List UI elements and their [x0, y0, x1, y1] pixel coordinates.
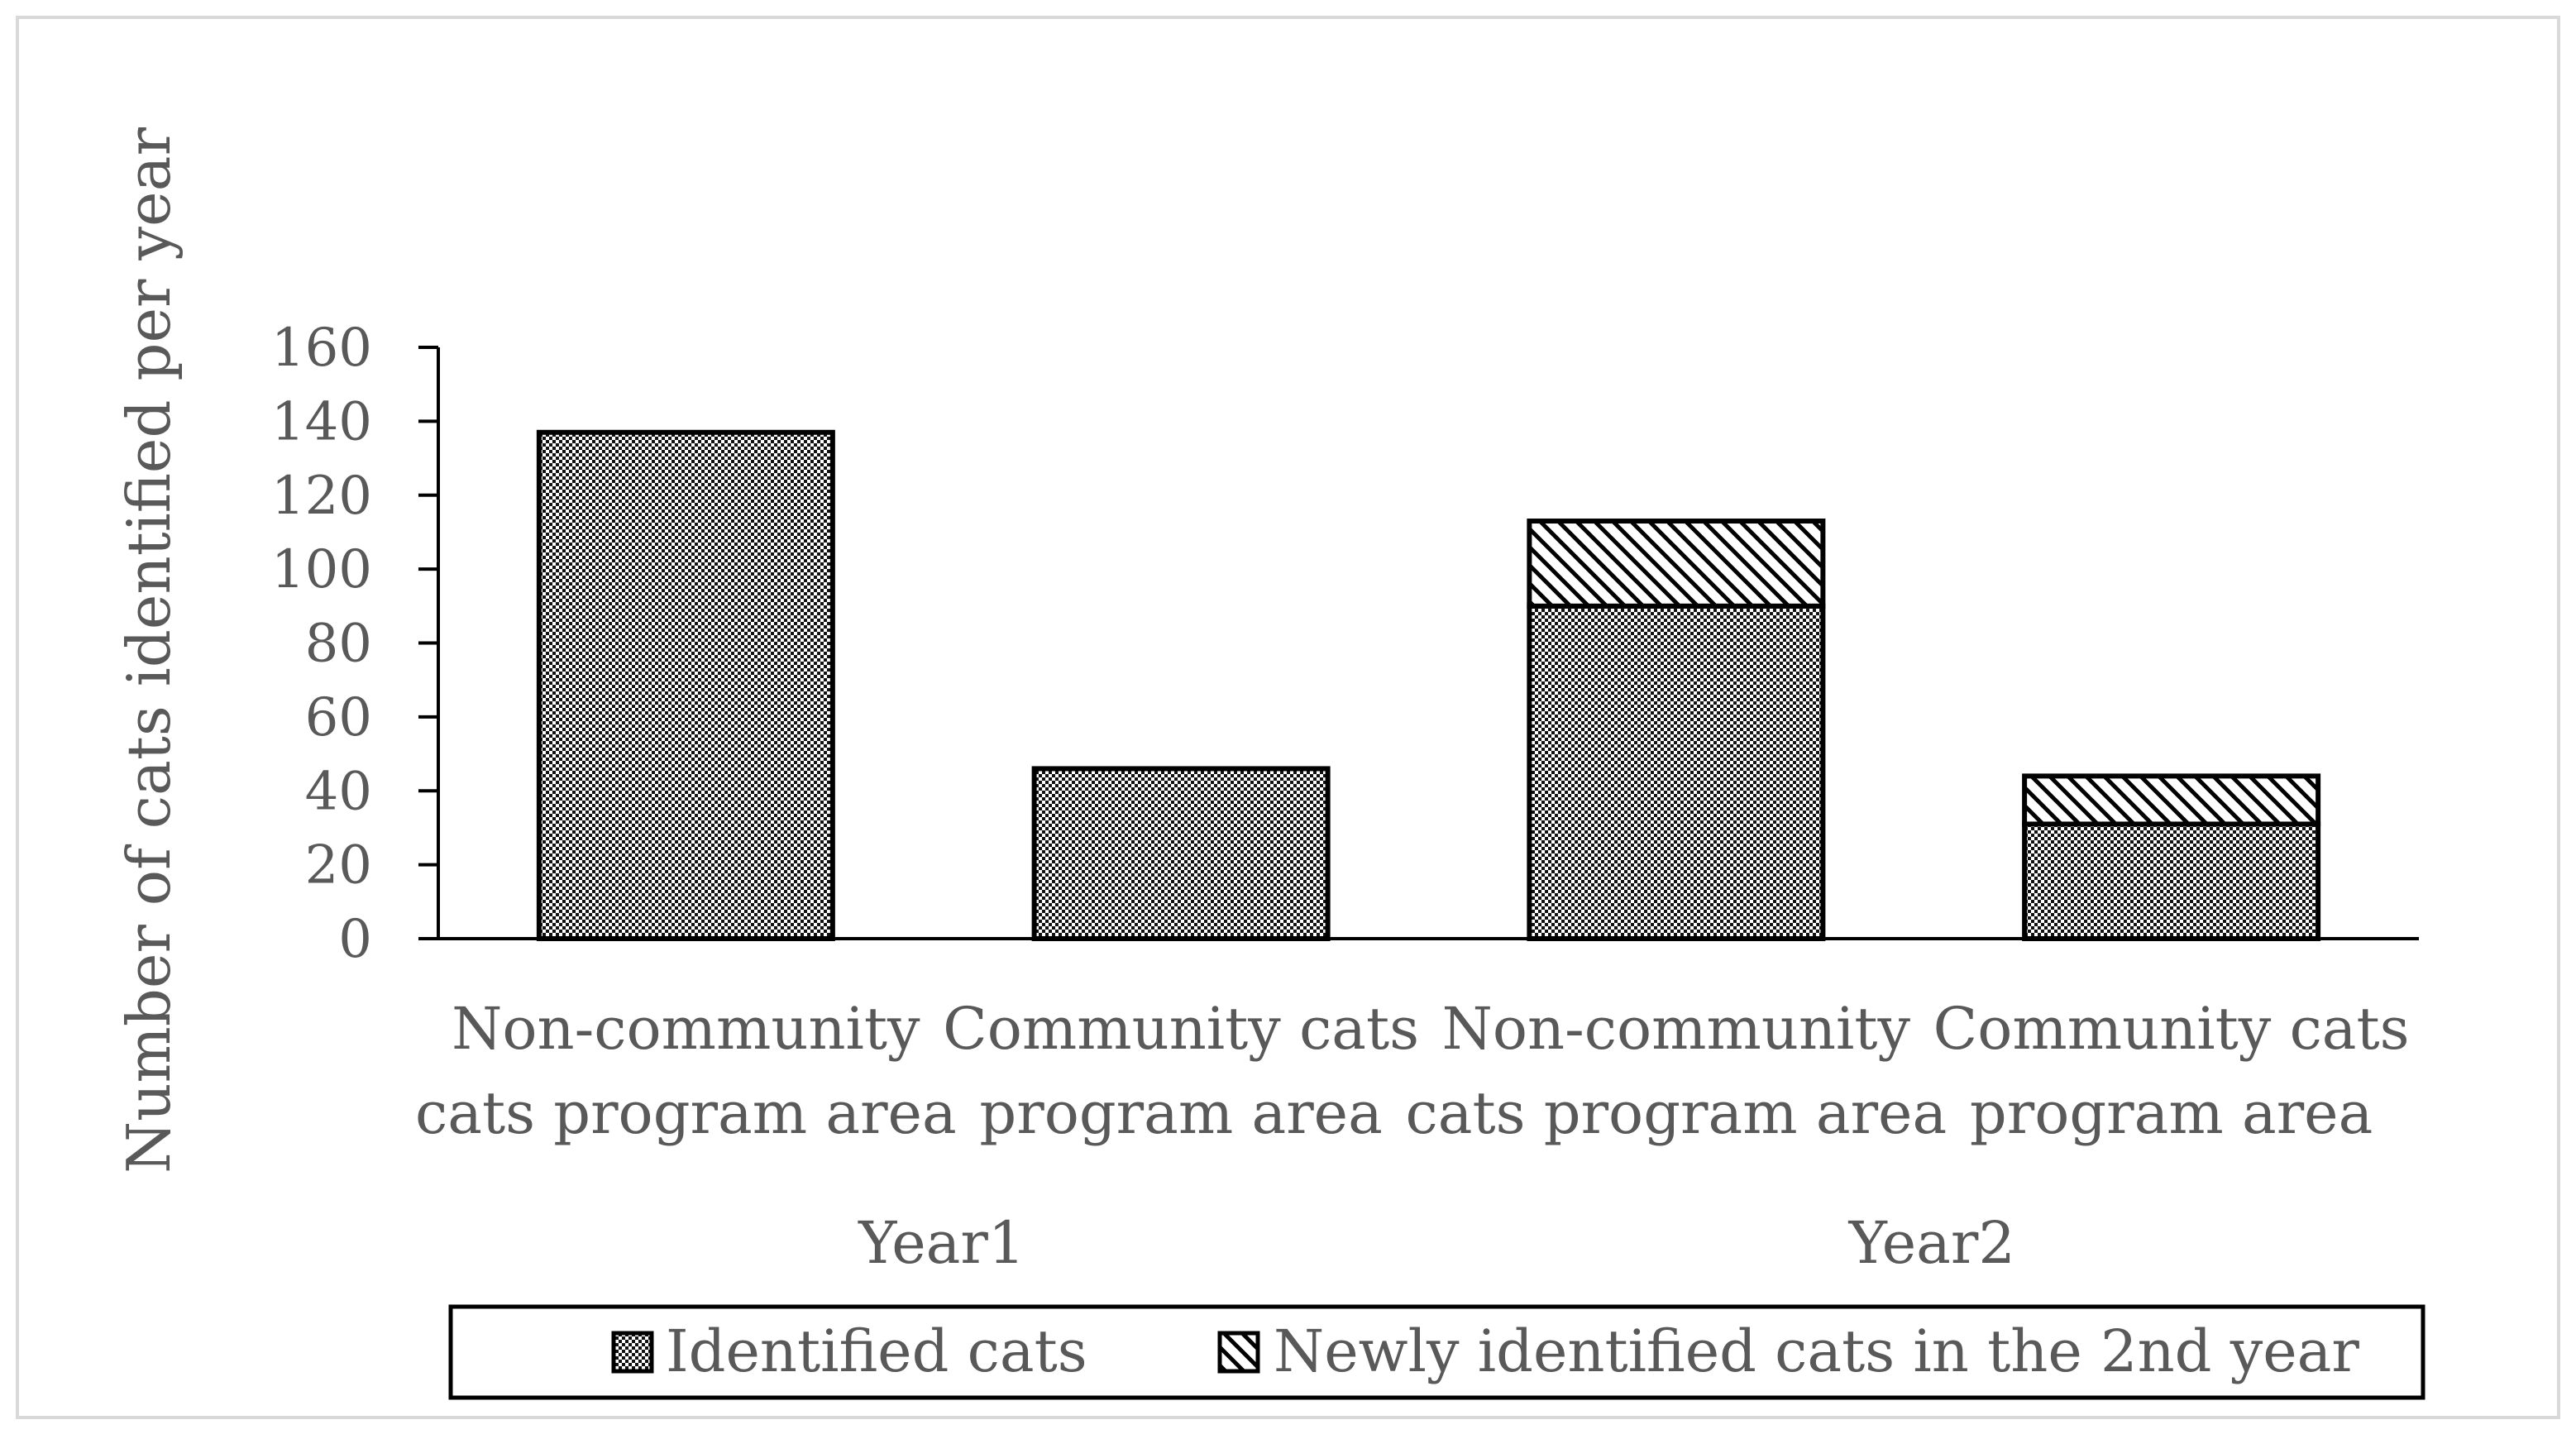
bar-segment: [1031, 766, 1331, 941]
y-tick-label: 40: [305, 761, 372, 822]
legend-label: Newly identified cats in the 2nd year: [1274, 1317, 2359, 1385]
bar-segment: [2022, 773, 2321, 827]
y-tick-label: 120: [271, 466, 372, 527]
y-tick-label: 100: [271, 539, 372, 600]
x-category-label: Non-community: [1442, 995, 1911, 1063]
y-axis-title: Number of cats identified per year: [114, 127, 184, 1173]
x-category-label: cats program area: [415, 1079, 957, 1147]
x-category-label: Non-community: [452, 995, 920, 1063]
legend-box: [448, 1304, 2425, 1400]
bar-segment: [1527, 519, 1826, 609]
x-category-label: program area: [1970, 1079, 2373, 1147]
y-tick-label: 60: [305, 687, 372, 748]
x-group-label: Year1: [858, 1209, 1025, 1277]
y-tick-label: 160: [271, 318, 372, 379]
x-category-label: Community cats: [943, 995, 1419, 1063]
chart-frame: [16, 16, 2560, 1419]
legend-label: Identified cats: [666, 1317, 1087, 1385]
bar-segment: [1527, 603, 1826, 941]
y-tick-label: 80: [305, 614, 372, 675]
x-category-label: cats program area: [1406, 1079, 1948, 1147]
y-tick-label: 0: [338, 909, 372, 970]
legend-swatch: [1217, 1331, 1260, 1374]
y-tick-label: 20: [305, 835, 372, 896]
x-category-label: program area: [979, 1079, 1382, 1147]
y-tick-label: 140: [271, 391, 372, 452]
bar-segment: [2022, 821, 2321, 941]
x-category-label: Community cats: [1933, 995, 2410, 1063]
x-group-label: Year2: [1848, 1209, 2015, 1277]
legend-swatch: [611, 1331, 654, 1374]
bar-segment: [536, 429, 835, 941]
